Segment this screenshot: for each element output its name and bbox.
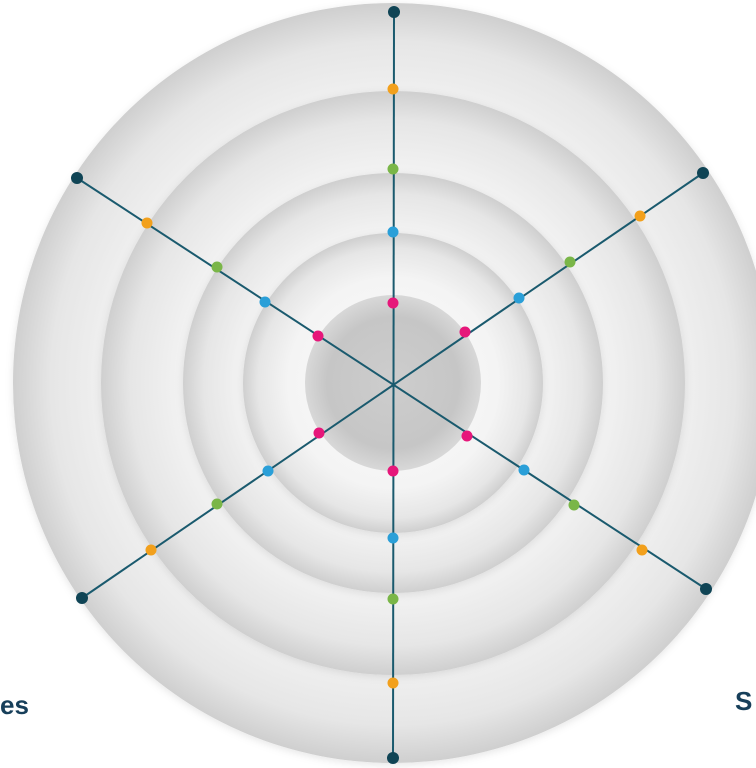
marker-lower-right-orange: [636, 544, 648, 556]
marker-top-blue: [387, 226, 399, 238]
axis-diagonal-rising: [81, 172, 704, 599]
axis-tip-upper-right: [697, 167, 709, 179]
marker-upper-left-green: [211, 261, 223, 273]
axis-tip-lower-right: [700, 583, 712, 595]
axis-tip-lower-left: [76, 592, 88, 604]
marker-lower-left-blue: [262, 465, 274, 477]
marker-lower-left-magenta: [313, 427, 325, 439]
marker-upper-right-orange: [634, 210, 646, 222]
marker-upper-right-magenta: [459, 326, 471, 338]
label-bottom-right: S: [735, 686, 753, 716]
marker-upper-right-green: [564, 256, 576, 268]
marker-top-green: [387, 163, 399, 175]
axis-tip-bottom: [387, 752, 399, 764]
marker-bottom-blue: [387, 532, 399, 544]
marker-lower-right-blue: [518, 464, 530, 476]
marker-upper-left-orange: [141, 217, 153, 229]
marker-lower-left-orange: [145, 544, 157, 556]
marker-lower-right-green: [568, 499, 580, 511]
marker-bottom-green: [387, 593, 399, 605]
axis-tip-upper-left: [71, 172, 83, 184]
axis-diagonal-falling: [76, 177, 707, 590]
axis-tip-top: [388, 6, 400, 18]
marker-lower-left-green: [211, 498, 223, 510]
axis-lines: [76, 11, 707, 759]
marker-upper-left-magenta: [312, 330, 324, 342]
label-bottom-left: es: [0, 690, 29, 720]
marker-upper-left-blue: [259, 296, 271, 308]
axis-markers: [71, 6, 712, 764]
marker-upper-right-blue: [513, 292, 525, 304]
marker-bottom-orange: [387, 677, 399, 689]
marker-top-orange: [387, 83, 399, 95]
marker-bottom-magenta: [387, 465, 399, 477]
marker-top-magenta: [387, 297, 399, 309]
marker-lower-right-magenta: [461, 430, 473, 442]
